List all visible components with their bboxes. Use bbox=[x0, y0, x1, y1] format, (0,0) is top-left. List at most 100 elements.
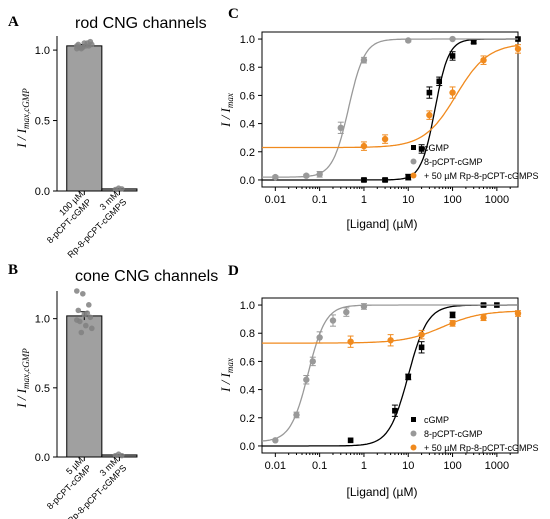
data-point bbox=[426, 89, 433, 96]
y-tick-label: 0.4 bbox=[240, 385, 255, 397]
data-point bbox=[89, 325, 95, 332]
x-tick-label: 1 bbox=[361, 194, 367, 206]
legend-label: cGMP bbox=[424, 415, 449, 425]
data-point bbox=[347, 338, 354, 345]
data-point bbox=[74, 317, 80, 323]
panel-letter-c: C bbox=[228, 6, 239, 22]
panel-b-axes: 0.00.51.05 µM8-pCPT-cGMP 3 mMRp-8-pCPT-cG… bbox=[35, 288, 138, 519]
data-point bbox=[449, 53, 456, 59]
data-point bbox=[418, 331, 425, 338]
x-tick-label: 100 bbox=[443, 194, 461, 206]
data-point bbox=[360, 56, 368, 64]
y-tick-label: 0.5 bbox=[35, 383, 50, 395]
y-tick-label: 0.8 bbox=[240, 62, 255, 74]
data-point bbox=[84, 310, 91, 316]
data-point bbox=[293, 411, 300, 419]
panel-a: A rod CNG channels I / Imax,cGMP 0.0 0.5 1… bbox=[8, 14, 207, 260]
svg-text:I / Imax,cGMP: I / Imax,cGMP bbox=[14, 348, 31, 409]
y-tick-label: 0.0 bbox=[35, 186, 50, 198]
panel-c: C I / Imax [Ligand] (µM) 0.0 0.2 0.4 0.6 0.8… bbox=[218, 6, 538, 231]
data-point bbox=[75, 307, 82, 314]
legend-marker-rp bbox=[410, 444, 417, 451]
x-tick-label: 10 bbox=[402, 194, 414, 206]
x-tick-label: 0.1 bbox=[312, 194, 327, 206]
x-tick-label: 100 bbox=[443, 460, 461, 472]
data-point bbox=[405, 37, 412, 44]
panel-d: D I / Imax [Ligand] (µM) 0.0 0.2 0.4 0.6 0.8… bbox=[218, 263, 538, 499]
data-point bbox=[316, 171, 323, 178]
data-point bbox=[392, 407, 398, 414]
fit-curve bbox=[262, 44, 519, 149]
panel-letter-a: A bbox=[8, 14, 19, 30]
y-tick-label: 0.6 bbox=[240, 356, 255, 368]
data-point bbox=[86, 302, 92, 308]
data-point bbox=[87, 314, 94, 321]
data-point bbox=[119, 186, 125, 192]
y-tick-label: 0.6 bbox=[240, 90, 255, 102]
data-point bbox=[89, 41, 95, 48]
svg-text:I / Imax: I / Imax bbox=[218, 93, 235, 128]
data-point bbox=[480, 314, 487, 321]
y-tick-label: 1.0 bbox=[240, 34, 255, 46]
y-tick-label: 0.0 bbox=[240, 441, 255, 453]
y-tick-label: 0.2 bbox=[240, 413, 255, 425]
legend-label: + 50 µM Rp-8-pCPT-cGMPS bbox=[424, 443, 538, 453]
bar bbox=[66, 315, 103, 458]
data-point bbox=[78, 329, 85, 336]
panel-c-ylabel: I / Imax bbox=[218, 93, 235, 128]
y-tick-label: 0.0 bbox=[240, 175, 255, 187]
data-point bbox=[449, 320, 456, 327]
data-point bbox=[361, 177, 367, 183]
y-tick-label: 0.5 bbox=[35, 116, 50, 128]
data-point bbox=[470, 39, 477, 45]
panel-c-legend: cGMP 8-pCPT-cGMP + 50 µM Rp-8-pCPT-cGMPS bbox=[410, 143, 538, 181]
data-point bbox=[78, 45, 85, 52]
panel-d-axes: 0.0 0.2 0.4 0.6 0.8 1.0 0.01 0.1 1 10 100 1000 bbox=[240, 297, 522, 472]
legend-label: 8-pCPT-cGMP bbox=[424, 429, 483, 439]
legend-marker-cgmp bbox=[411, 145, 416, 150]
data-point bbox=[449, 35, 456, 43]
legend-label: cGMP bbox=[424, 143, 449, 153]
x-tick-label: 10 bbox=[402, 460, 414, 472]
panel-a-title: rod CNG channels bbox=[75, 15, 207, 32]
panel-d-ylabel: I / Imax bbox=[218, 358, 235, 393]
plot-frame bbox=[261, 297, 519, 454]
legend-marker-pcpt bbox=[410, 158, 417, 165]
fit-curve bbox=[261, 304, 518, 442]
data-point bbox=[303, 172, 310, 179]
y-tick-label: 0.8 bbox=[240, 328, 255, 340]
data-point bbox=[514, 310, 522, 317]
y-tick-label: 0.4 bbox=[240, 119, 255, 131]
data-point bbox=[316, 334, 323, 341]
data-point bbox=[272, 437, 279, 444]
panel-b-ylabel: I / Imax,cGMP bbox=[14, 348, 31, 409]
fit-curve bbox=[262, 304, 518, 447]
x-tick-label: 0.01 bbox=[265, 194, 286, 206]
data-point bbox=[303, 376, 310, 383]
data-point bbox=[360, 142, 368, 150]
data-point bbox=[381, 135, 389, 143]
data-point bbox=[449, 89, 456, 96]
data-point bbox=[337, 124, 344, 132]
legend-marker-cgmp bbox=[411, 417, 416, 422]
data-point bbox=[514, 45, 522, 53]
data-point bbox=[405, 374, 412, 380]
data-point bbox=[360, 303, 368, 310]
legend-marker-pcpt bbox=[410, 430, 417, 437]
panel-d-xlabel: [Ligand] (µM) bbox=[347, 485, 418, 499]
data-point bbox=[74, 43, 80, 49]
svg-text:I / Imax: I / Imax bbox=[218, 358, 235, 393]
svg-text:I / Imax,cGMP: I / Imax,cGMP bbox=[14, 88, 31, 149]
legend-marker-rp bbox=[410, 172, 417, 179]
x-tick-label: 1000 bbox=[485, 460, 509, 472]
panel-b: B cone CNG channels I / Imax,cGMP 0.0 0.5… bbox=[8, 262, 218, 519]
panel-c-axes: 0.0 0.2 0.4 0.6 0.8 1.0 0.01 0.1 1 10 100 1000 bbox=[240, 31, 522, 206]
x-tick-label: 1000 bbox=[485, 194, 509, 206]
data-point bbox=[382, 177, 388, 183]
plot-frame bbox=[261, 31, 519, 188]
x-tick-label: 1 bbox=[361, 460, 367, 472]
panel-letter-d: D bbox=[228, 263, 239, 279]
data-point bbox=[480, 56, 487, 64]
